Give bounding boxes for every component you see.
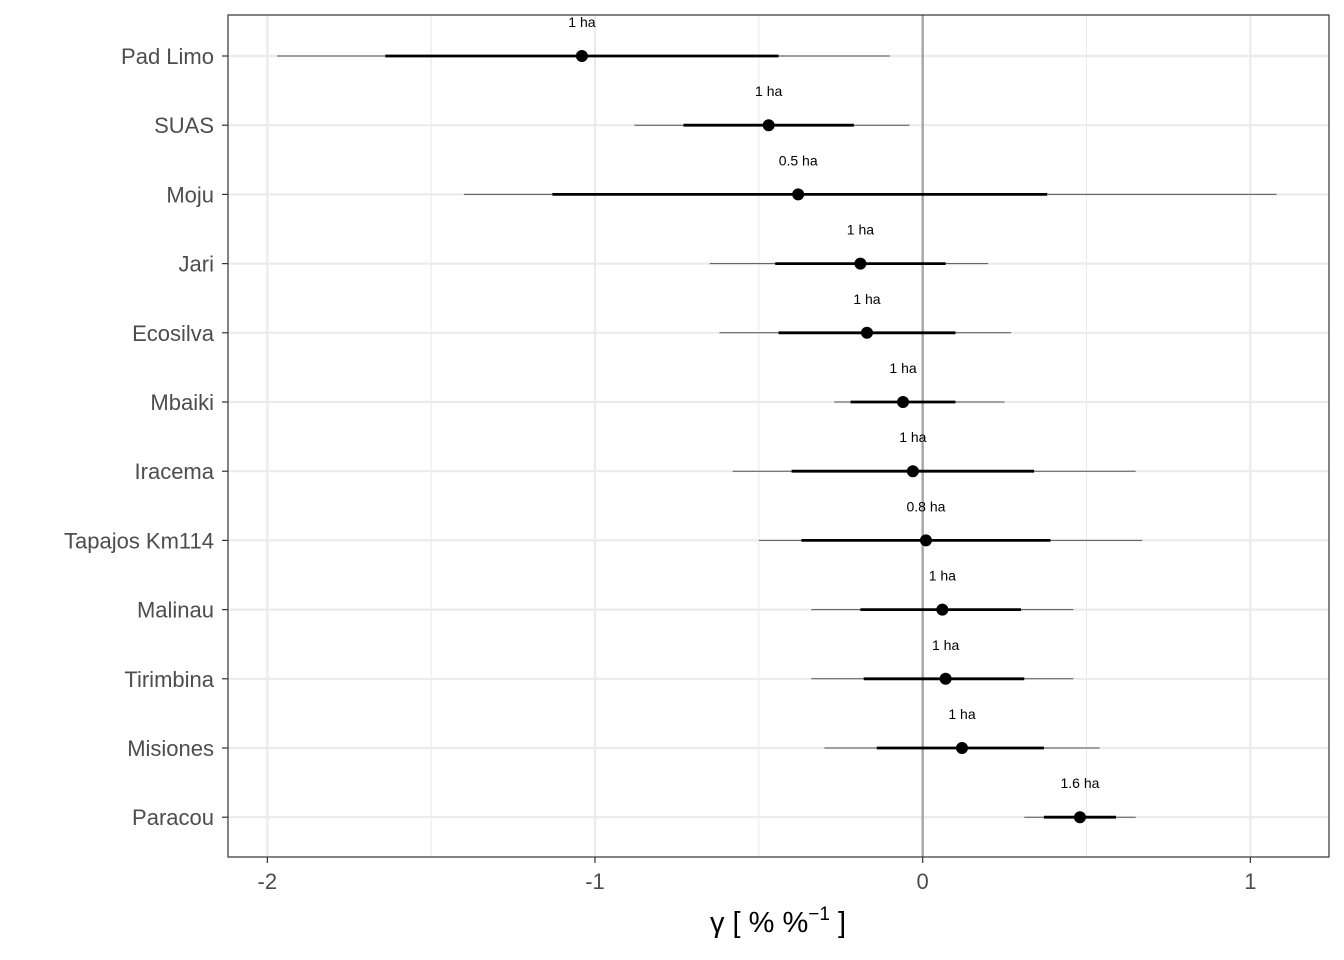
y-tick-label: Tapajos Km114 (64, 528, 214, 553)
area-annotation: 1.6 ha (1060, 775, 1099, 791)
x-axis-title-superscript: −1 (808, 904, 830, 925)
area-annotation: 1 ha (847, 222, 874, 238)
area-annotation: 1 ha (755, 83, 782, 99)
y-tick-label: Ecosilva (132, 321, 215, 346)
area-annotation: 1 ha (853, 291, 880, 307)
area-annotation: 1 ha (948, 706, 975, 722)
y-tick-label: Jari (179, 252, 214, 277)
y-tick-label: Mbaiki (150, 390, 214, 415)
point-estimate (762, 119, 775, 132)
point-estimate (906, 465, 919, 478)
y-tick-label: Malinau (137, 598, 214, 623)
x-tick-label: -1 (585, 869, 605, 894)
y-tick-label: Iracema (135, 459, 215, 484)
area-annotation: 1 ha (899, 429, 926, 445)
point-estimate (939, 672, 952, 685)
area-annotation: 1 ha (929, 568, 956, 584)
point-estimate (956, 742, 968, 754)
y-tick-label: Tirimbina (124, 667, 214, 692)
y-tick-label: Moju (166, 182, 214, 207)
point-estimate (897, 396, 910, 408)
point-estimate (792, 188, 805, 201)
point-estimate (575, 50, 588, 62)
point-estimate (1073, 811, 1086, 824)
point-estimate (854, 257, 867, 270)
y-tick-label: Pad Limo (121, 44, 214, 69)
plot-panel-background (228, 15, 1329, 857)
area-annotation: 1 ha (568, 14, 595, 30)
y-tick-label: SUAS (154, 113, 214, 138)
plot-panel-border (227, 14, 1330, 858)
x-tick-label: 0 (917, 869, 929, 894)
x-axis-title-main: γ [ % % (710, 907, 808, 939)
area-annotation: 0.8 ha (906, 498, 945, 514)
y-axis: Pad Limo SUAS Moju Jari Ecosilva Mbaiki Iracem… (64, 44, 228, 830)
point-estimate (936, 603, 949, 616)
x-tick-label: 1 (1244, 869, 1256, 894)
point-estimate (919, 534, 932, 547)
point-estimate (860, 326, 873, 339)
data-marks: 1 ha 1 ha 0.5 ha 1 ha 1 ha 1 ha 1 ha 0.8 ha 1 ha… (277, 14, 1277, 824)
y-tick-label: Misiones (127, 736, 214, 761)
area-annotation: 1 ha (889, 360, 916, 376)
area-annotation: 0.5 ha (779, 152, 818, 168)
area-annotation: 1 ha (932, 637, 959, 653)
x-axis-title-end: ] (830, 907, 846, 939)
x-tick-label: -2 (258, 869, 278, 894)
x-axis-title: γ [ % %−1 ] (710, 904, 846, 939)
x-axis: -2 -1 0 1 (258, 857, 1256, 894)
y-tick-label: Paracou (132, 805, 214, 830)
